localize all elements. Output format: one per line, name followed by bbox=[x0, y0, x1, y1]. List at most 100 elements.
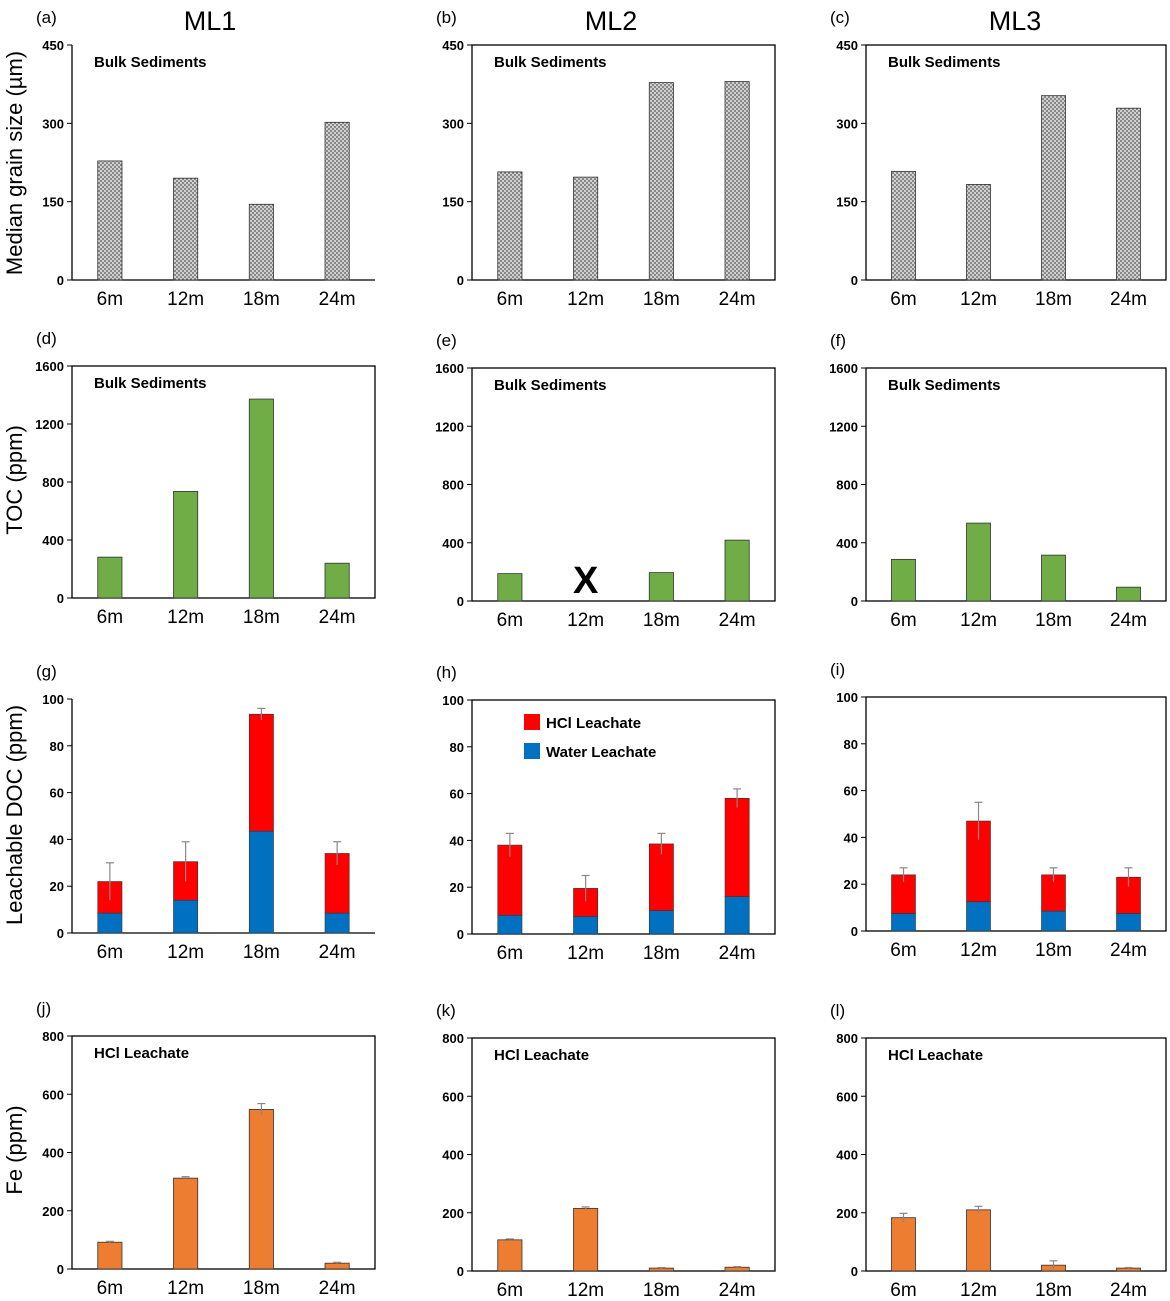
y-tick-label: 0 bbox=[57, 591, 64, 606]
panel-label-i: (i) bbox=[830, 660, 845, 679]
bar-water-12m bbox=[966, 901, 991, 932]
y-tick-label: 100 bbox=[442, 693, 464, 708]
x-tick-label: 24m bbox=[719, 610, 756, 631]
panel-note: HCl Leachate bbox=[888, 1047, 983, 1064]
x-tick-label: 6m bbox=[890, 289, 916, 310]
x-tick-label: 6m bbox=[97, 289, 123, 310]
ylabel-leachable-doc: Leachable DOC (ppm) bbox=[2, 705, 27, 925]
y-tick-label: 200 bbox=[42, 1204, 64, 1219]
y-tick-label: 800 bbox=[442, 1031, 464, 1046]
ylabel-grain-size: Median grain size (µm) bbox=[2, 51, 27, 275]
y-tick-label: 300 bbox=[42, 116, 64, 131]
x-tick-label: 24m bbox=[1110, 289, 1147, 310]
x-tick-label: 18m bbox=[1035, 940, 1072, 961]
panel-label-e: (e) bbox=[436, 331, 457, 350]
x-tick-label: 24m bbox=[319, 942, 356, 963]
plot-frame bbox=[471, 699, 776, 935]
panel-label-k: (k) bbox=[436, 1001, 456, 1020]
y-tick-label: 400 bbox=[442, 536, 464, 551]
y-tick-label: 400 bbox=[836, 536, 858, 551]
bar-water-12m bbox=[173, 899, 199, 934]
y-tick-label: 1200 bbox=[35, 417, 64, 432]
bar-12m bbox=[573, 1207, 599, 1272]
x-tick-label: 6m bbox=[97, 942, 123, 963]
bar-hcl-24m bbox=[724, 797, 750, 897]
bar-hcl-12m bbox=[966, 820, 991, 903]
panel-j: (j) 0 200 400 600 800 6m 12m 18m 24m HCl Leachate bbox=[36, 999, 376, 1299]
plot-frame bbox=[865, 44, 1167, 281]
y-tick-label: 0 bbox=[457, 273, 464, 288]
y-tick-label: 600 bbox=[836, 1089, 858, 1104]
y-tick-label: 150 bbox=[442, 195, 464, 210]
y-tick-label: 800 bbox=[836, 478, 858, 493]
y-tick-label: 800 bbox=[42, 475, 64, 490]
x-tick-label: 6m bbox=[890, 610, 916, 631]
y-tick-label: 1600 bbox=[435, 361, 464, 376]
x-tick-label: 12m bbox=[960, 289, 997, 310]
x-tick-label: 6m bbox=[890, 940, 916, 961]
x-tick-label: 6m bbox=[497, 1280, 523, 1301]
y-tick-label: 300 bbox=[442, 116, 464, 131]
bar-24m bbox=[1116, 107, 1141, 281]
y-tick-label: 600 bbox=[442, 1089, 464, 1104]
column-title-ml1: ML1 bbox=[184, 6, 237, 36]
x-tick-label: 18m bbox=[643, 289, 680, 310]
bar-12m bbox=[966, 522, 991, 602]
panel-b: (b) 0 150 300 450 6m 12m 18m 24m Bulk Sediments bbox=[436, 8, 776, 310]
bar-18m bbox=[648, 82, 674, 281]
panel-c: (c) 0 150 300 450 6m 12m 18m 24m Bulk Sediments bbox=[830, 8, 1167, 310]
bar-6m bbox=[497, 171, 523, 281]
x-tick-label: 12m bbox=[960, 940, 997, 961]
y-tick-label: 100 bbox=[836, 690, 858, 705]
bar-18m bbox=[1041, 95, 1066, 281]
bar-12m bbox=[173, 1177, 199, 1270]
y-tick-label: 200 bbox=[442, 1206, 464, 1221]
y-tick-label: 800 bbox=[442, 478, 464, 493]
legend-swatch bbox=[524, 714, 540, 730]
panel-label-g: (g) bbox=[36, 662, 57, 681]
y-tick-label: 150 bbox=[42, 195, 64, 210]
y-tick-label: 450 bbox=[836, 38, 858, 53]
x-tick-label: 18m bbox=[243, 289, 280, 310]
y-tick-label: 60 bbox=[450, 787, 464, 802]
bar-water-24m bbox=[324, 912, 350, 934]
panel-label-c: (c) bbox=[830, 8, 850, 27]
y-tick-label: 20 bbox=[50, 879, 64, 894]
ylabel-fe: Fe (ppm) bbox=[2, 1105, 27, 1194]
x-tick-label: 18m bbox=[1035, 610, 1072, 631]
missing-data-marker: X bbox=[573, 560, 599, 602]
y-tick-label: 40 bbox=[50, 832, 64, 847]
bar-6m bbox=[97, 1241, 123, 1270]
x-tick-label: 18m bbox=[1035, 1280, 1072, 1301]
bar-12m bbox=[966, 1209, 991, 1272]
x-tick-label: 6m bbox=[890, 1280, 916, 1301]
panel-f: (f) 0 400 800 1200 1600 6m 12m 18m 24m Bulk Sedime… bbox=[829, 331, 1167, 631]
panel-l: (l) 0 200 400 600 800 6m 12m 18m 24m HCl Leachate bbox=[830, 1001, 1167, 1301]
x-tick-label: 12m bbox=[567, 610, 604, 631]
panel-e: (e) 0 400 800 1200 1600 6m 12m 18m 24m Bulk Sedime… bbox=[435, 331, 776, 631]
panel-d: (d) 0 400 800 1200 1600 6m 12m 18m 24m Bulk Sedime… bbox=[35, 329, 376, 628]
bar-water-24m bbox=[724, 896, 750, 935]
bar-water-6m bbox=[891, 913, 916, 932]
y-tick-label: 1200 bbox=[829, 419, 858, 434]
y-tick-label: 600 bbox=[42, 1087, 64, 1102]
bar-18m bbox=[248, 203, 274, 281]
bar-24m bbox=[324, 1262, 350, 1270]
y-tick-label: 1200 bbox=[435, 419, 464, 434]
bar-water-6m bbox=[497, 914, 523, 935]
bar-hcl-18m bbox=[248, 713, 274, 832]
bar-6m bbox=[497, 1239, 523, 1272]
bar-6m bbox=[891, 1217, 916, 1272]
bar-12m bbox=[966, 184, 991, 281]
y-tick-label: 1600 bbox=[829, 361, 858, 376]
panel-h: (h) 0 20 40 60 80 100 6m 12m 18m 24m HCl Leachate Wa… bbox=[436, 663, 776, 964]
x-tick-label: 12m bbox=[567, 1280, 604, 1301]
bar-6m bbox=[97, 556, 123, 599]
plot-frame bbox=[865, 696, 1167, 932]
x-tick-label: 18m bbox=[643, 943, 680, 964]
x-tick-label: 18m bbox=[643, 610, 680, 631]
y-tick-label: 400 bbox=[836, 1148, 858, 1163]
x-tick-label: 18m bbox=[243, 942, 280, 963]
x-tick-label: 24m bbox=[719, 289, 756, 310]
legend-swatch bbox=[524, 743, 540, 759]
